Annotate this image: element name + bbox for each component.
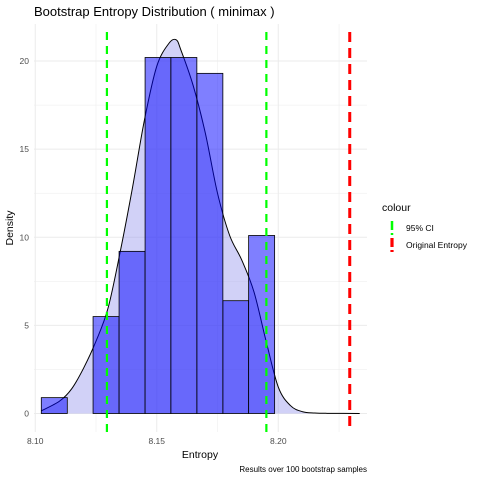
histogram-bars <box>41 57 274 413</box>
y-tick-label: 15 <box>20 144 30 154</box>
legend-title: colour <box>382 202 411 214</box>
legend: colour 95% CI Original Entropy <box>382 202 468 252</box>
histogram-bar <box>119 251 145 413</box>
y-tick-label: 10 <box>20 232 30 242</box>
chart-caption: Results over 100 bootstrap samples <box>239 465 367 474</box>
legend-label: Original Entropy <box>406 240 468 250</box>
y-tick-label: 5 <box>24 320 29 330</box>
y-axis-title: Density <box>4 210 16 246</box>
y-tick-label: 20 <box>20 56 30 66</box>
histogram-bar <box>41 398 67 414</box>
x-tick-label: 8.10 <box>27 436 44 446</box>
x-tick-label: 8.20 <box>270 436 287 446</box>
x-axis-title: Entropy <box>182 449 219 461</box>
y-tick-label: 0 <box>24 408 29 418</box>
histogram-bar <box>223 301 249 414</box>
histogram-bar <box>145 57 171 413</box>
histogram-bar <box>171 57 197 413</box>
histogram-bar <box>197 73 223 413</box>
legend-label: 95% CI <box>406 223 434 233</box>
chart-title: Bootstrap Entropy Distribution ( minimax… <box>34 4 275 19</box>
x-tick-label: 8.15 <box>148 436 165 446</box>
histogram-bar <box>249 235 275 413</box>
